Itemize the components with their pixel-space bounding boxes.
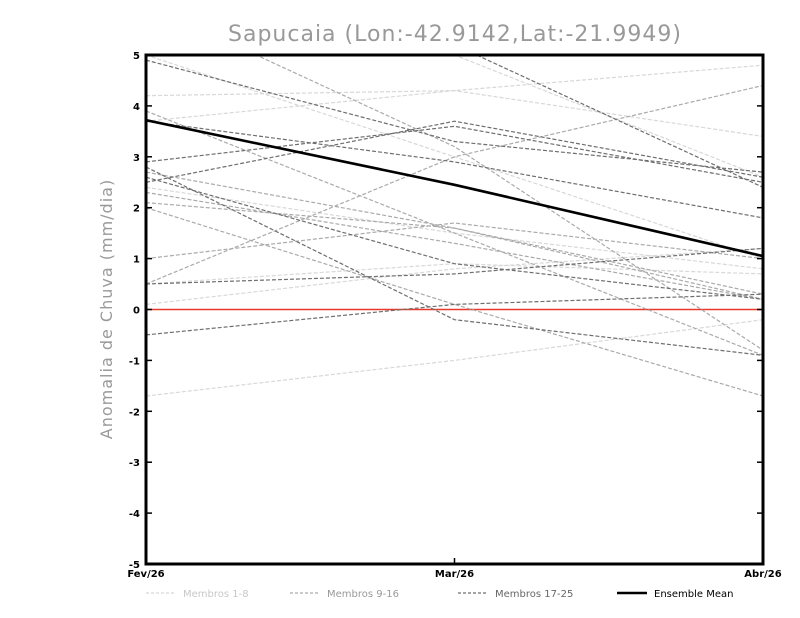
member-line-16 — [254, 55, 763, 351]
member-line-11 — [146, 84, 763, 285]
member-line-2 — [146, 319, 763, 397]
member-line-18 — [146, 293, 763, 336]
legend-label-1: Membros 1-8 — [183, 589, 249, 600]
member-line-12 — [146, 171, 763, 295]
y-tick-label: 0 — [133, 306, 140, 317]
member-line-15 — [146, 191, 763, 300]
member-line-24 — [475, 55, 763, 188]
legend-label-2: Membros 9-16 — [327, 589, 399, 600]
member-line-13 — [146, 207, 763, 397]
legend-label-3: Membros 17-25 — [495, 589, 573, 600]
y-axis-label: Anomalia de Chuva (mm/dia) — [97, 179, 116, 439]
plot-frame — [144, 53, 765, 566]
series-lines — [146, 55, 763, 397]
member-line-17 — [146, 120, 763, 183]
member-line-4 — [146, 64, 763, 122]
member-line-1 — [146, 247, 763, 305]
y-tick-label: -1 — [129, 356, 140, 367]
member-line-3 — [146, 89, 763, 137]
member-line-20 — [146, 166, 763, 356]
x-tick-label: Mar/26 — [435, 569, 474, 580]
member-line-23 — [146, 120, 763, 219]
y-tick-label: 3 — [133, 153, 140, 164]
member-line-7 — [146, 186, 763, 270]
x-tick-label: Abr/26 — [744, 569, 781, 580]
member-line-25 — [146, 125, 763, 183]
chart-title: Sapucaia (Lon:-42.9142,Lat:-21.9949) — [228, 22, 682, 47]
member-line-10 — [146, 222, 763, 260]
member-line-19 — [146, 59, 763, 173]
member-line-9 — [146, 202, 763, 300]
y-tick-label: -4 — [129, 509, 140, 520]
y-tick-label: 2 — [133, 204, 140, 215]
y-tick-label: -2 — [129, 407, 140, 418]
legend: Membros 1-8 Membros 9-16 Membros 17-25 Ense… — [146, 589, 733, 600]
y-tick-label: 1 — [133, 255, 140, 266]
y-tick-label: 4 — [133, 102, 140, 113]
ensemble-mean-line — [146, 118, 763, 258]
member-line-22 — [146, 247, 763, 285]
y-tick-label: -5 — [129, 560, 140, 571]
x-tick-label: Fev/26 — [127, 569, 164, 580]
y-tick-label: 5 — [133, 51, 140, 62]
member-line-21 — [146, 176, 763, 300]
legend-label-4: Ensemble Mean — [654, 589, 733, 600]
y-tick-label: -3 — [129, 458, 140, 469]
member-line-14 — [146, 110, 763, 356]
